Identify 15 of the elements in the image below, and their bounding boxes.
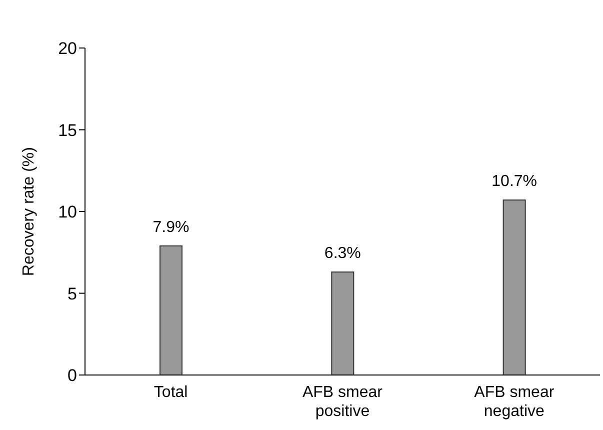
bar [160,245,182,375]
y-tick-label: 0 [68,366,77,386]
y-tick-label: 5 [68,284,77,304]
y-axis-title: Recovery rate (%) [20,147,38,276]
x-tick-label: AFB smear negative [474,384,555,420]
data-label: 6.3% [324,244,361,262]
x-tick-label: Total [154,384,188,401]
bar [502,200,526,375]
bar [331,271,354,375]
x-tick-label: AFB smear positive [302,384,384,420]
data-label: 7.9% [152,218,190,236]
data-label: 10.7% [492,173,538,190]
y-tick-label: 15 [58,120,77,140]
y-tick-label: 20 [58,39,77,58]
y-tick-label: 10 [58,202,77,222]
